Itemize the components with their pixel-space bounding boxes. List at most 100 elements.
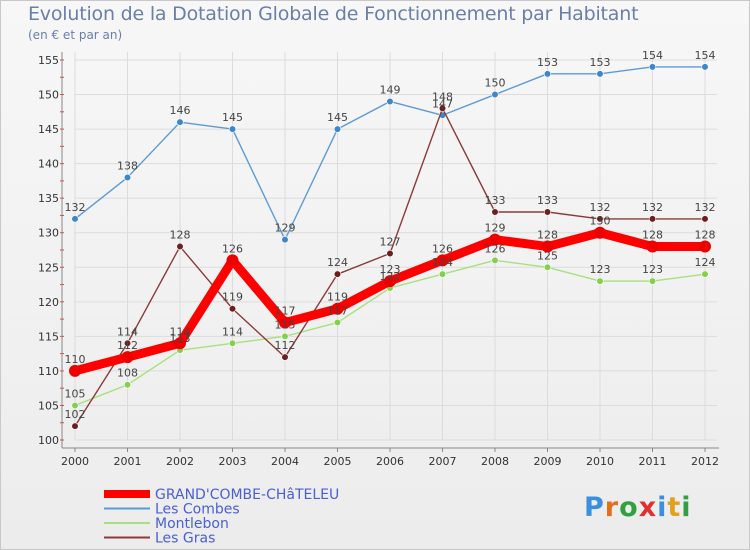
data-label: 150 <box>485 77 506 90</box>
data-label: 114 <box>117 325 138 338</box>
data-label: 148 <box>432 90 453 103</box>
data-point <box>281 353 289 361</box>
data-label: 128 <box>695 229 716 242</box>
data-label: 149 <box>380 83 401 96</box>
data-label: 126 <box>485 242 506 255</box>
data-label: 133 <box>485 194 506 207</box>
data-point <box>71 215 79 223</box>
data-point <box>436 254 449 267</box>
logo-letter: i <box>657 492 668 523</box>
data-label: 123 <box>642 263 663 276</box>
data-point <box>228 339 237 347</box>
x-tick-label: 2010 <box>586 455 614 468</box>
y-tick-label: 125 <box>38 261 59 274</box>
data-label: 132 <box>65 201 86 214</box>
data-label: 145 <box>327 111 348 124</box>
x-tick-label: 2004 <box>271 455 299 468</box>
data-label: 128 <box>642 229 663 242</box>
data-label: 145 <box>222 111 243 124</box>
data-point <box>281 236 289 244</box>
x-tick-label: 2005 <box>324 455 352 468</box>
series-layer <box>69 63 711 430</box>
legend-label: GRAND'COMBE-CHâTELEU <box>155 487 339 503</box>
chart-subtitle: (en € et par an) <box>28 28 123 42</box>
data-point <box>438 104 447 112</box>
data-label: 146 <box>170 104 191 117</box>
data-point <box>71 401 79 410</box>
data-label: 128 <box>170 229 191 242</box>
y-tick-label: 150 <box>38 89 59 102</box>
data-point <box>331 302 344 315</box>
data-point <box>226 254 239 267</box>
y-tick-label: 115 <box>38 330 59 343</box>
data-label: 133 <box>537 194 558 207</box>
data-label: 113 <box>170 332 191 345</box>
data-label: 114 <box>222 325 243 338</box>
data-point <box>279 316 291 329</box>
data-point <box>648 63 657 71</box>
y-tick-label: 135 <box>38 192 59 205</box>
data-point <box>123 381 132 389</box>
data-point <box>123 173 132 182</box>
data-label: 127 <box>380 235 401 248</box>
data-label: 126 <box>222 242 243 255</box>
x-tick-label: 2006 <box>376 455 404 468</box>
data-point <box>281 332 289 340</box>
data-label: 119 <box>327 291 348 304</box>
data-point <box>543 70 552 78</box>
data-point <box>176 242 184 251</box>
data-label: 154 <box>695 49 716 62</box>
x-tick-label: 2001 <box>114 455 142 468</box>
data-label: 154 <box>642 49 663 62</box>
data-point <box>596 277 604 285</box>
y-tick-label: 145 <box>38 123 59 136</box>
data-label: 153 <box>590 56 611 69</box>
data-label: 132 <box>590 201 611 214</box>
data-point <box>384 275 396 288</box>
y-tick-label: 110 <box>38 365 59 378</box>
data-point <box>386 97 394 106</box>
data-label: 128 <box>537 229 558 242</box>
data-point <box>701 63 709 71</box>
data-point <box>648 277 657 285</box>
data-label: 132 <box>695 201 716 214</box>
data-label: 117 <box>327 305 348 318</box>
data-point <box>438 270 447 278</box>
logo-letter: t <box>667 492 682 523</box>
data-point <box>648 215 657 223</box>
data-label: 108 <box>117 367 138 380</box>
data-point <box>228 125 237 133</box>
data-point <box>491 90 499 99</box>
data-point <box>541 240 554 253</box>
logo-letter: P <box>584 492 605 523</box>
data-label: 147 <box>432 97 453 110</box>
legend-label: Montlebon <box>155 516 229 532</box>
logo-letter: x <box>638 492 658 523</box>
data-point <box>594 226 606 239</box>
y-tick-label: 155 <box>38 54 59 67</box>
data-point <box>176 118 184 126</box>
data-point <box>491 256 499 264</box>
logo-letter: o <box>619 492 639 523</box>
data-point <box>701 270 709 278</box>
data-point <box>123 339 132 347</box>
data-label: 153 <box>537 56 558 69</box>
data-point <box>228 305 237 313</box>
legend-label: Les Combes <box>155 502 240 518</box>
data-label: 124 <box>432 256 453 269</box>
data-label: 110 <box>65 353 86 366</box>
data-label: 117 <box>275 305 296 318</box>
y-tick-label: 130 <box>38 227 59 240</box>
data-point <box>333 125 342 133</box>
legend-label: Les Gras <box>155 531 215 547</box>
x-tick-label: 2003 <box>219 455 247 468</box>
data-label: 105 <box>65 387 86 400</box>
x-tick-label: 2011 <box>639 455 667 468</box>
data-label: 114 <box>170 325 191 338</box>
data-label: 125 <box>537 249 558 262</box>
x-tick-label: 2009 <box>534 455 562 468</box>
data-label: 129 <box>485 222 506 235</box>
